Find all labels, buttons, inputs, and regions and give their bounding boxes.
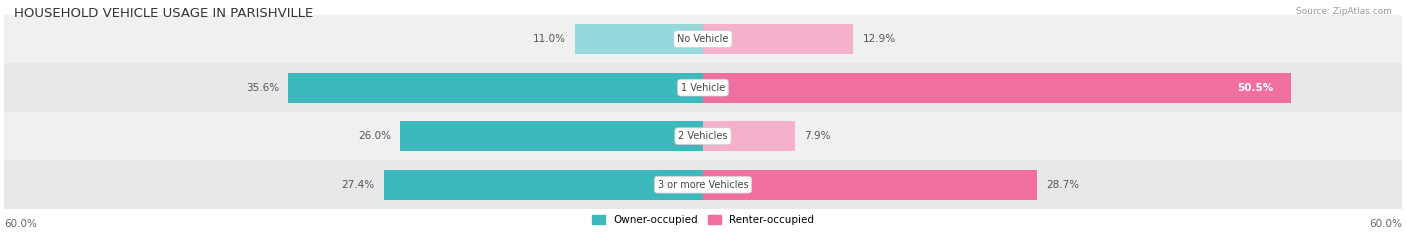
Text: HOUSEHOLD VEHICLE USAGE IN PARISHVILLE: HOUSEHOLD VEHICLE USAGE IN PARISHVILLE [14, 7, 314, 20]
Text: 26.0%: 26.0% [359, 131, 391, 141]
Bar [401, 121, 703, 151]
Bar [4, 15, 1402, 63]
Bar [703, 24, 853, 54]
Bar [575, 24, 703, 54]
Bar [4, 161, 1402, 209]
Text: No Vehicle: No Vehicle [678, 34, 728, 44]
Legend: Owner-occupied, Renter-occupied: Owner-occupied, Renter-occupied [592, 215, 814, 225]
Text: 60.0%: 60.0% [4, 219, 37, 229]
Text: 60.0%: 60.0% [1369, 219, 1402, 229]
Text: 27.4%: 27.4% [342, 180, 374, 190]
Bar [288, 73, 703, 103]
Text: 7.9%: 7.9% [804, 131, 831, 141]
Bar [4, 112, 1402, 161]
Bar [4, 63, 1402, 112]
Text: 50.5%: 50.5% [1237, 83, 1274, 93]
Bar [384, 170, 703, 200]
Text: 35.6%: 35.6% [246, 83, 278, 93]
Text: 2 Vehicles: 2 Vehicles [678, 131, 728, 141]
Text: 1 Vehicle: 1 Vehicle [681, 83, 725, 93]
Text: 28.7%: 28.7% [1046, 180, 1080, 190]
Bar [703, 121, 794, 151]
Bar [703, 73, 1291, 103]
Bar [703, 170, 1038, 200]
Text: Source: ZipAtlas.com: Source: ZipAtlas.com [1296, 7, 1392, 16]
Text: 11.0%: 11.0% [533, 34, 565, 44]
Text: 3 or more Vehicles: 3 or more Vehicles [658, 180, 748, 190]
Text: 12.9%: 12.9% [862, 34, 896, 44]
